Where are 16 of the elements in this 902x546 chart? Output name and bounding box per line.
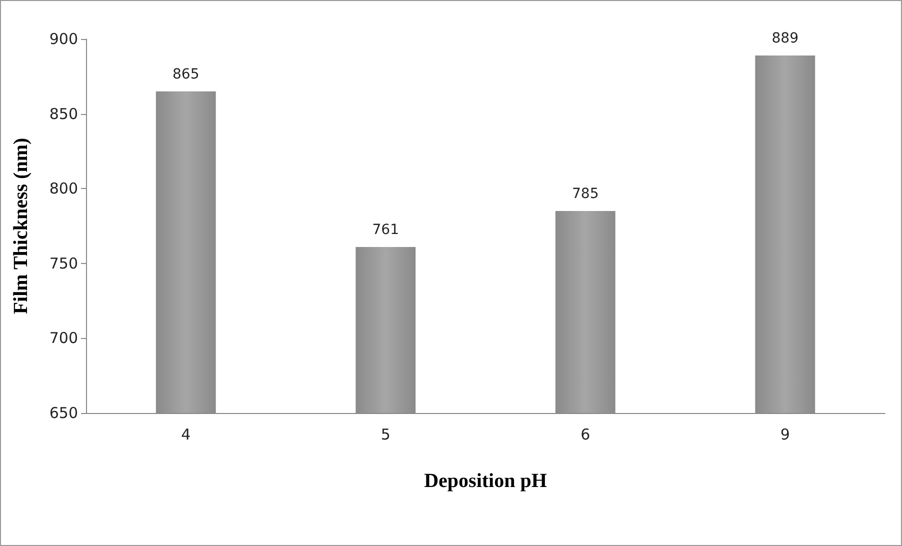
x-tick-label: 5: [380, 426, 390, 444]
x-axis-title: Deposition pH: [424, 470, 548, 492]
data-label: 761: [372, 222, 399, 238]
y-tick-label: 900: [49, 30, 78, 48]
data-label: 785: [572, 186, 599, 202]
y-tick-label: 850: [49, 104, 78, 123]
y-tick-label: 650: [49, 404, 78, 422]
data-label: 889: [772, 30, 798, 46]
x-tick-label: 6: [580, 426, 590, 444]
x-tick-label: 9: [780, 426, 790, 444]
y-tick-label: 800: [49, 180, 78, 198]
y-axis-title: Film Thickness (nm): [10, 138, 32, 314]
y-tick-label: 750: [49, 254, 78, 272]
data-label: 865: [172, 66, 200, 82]
x-tick-label: 4: [181, 426, 191, 444]
y-tick-label: 700: [49, 329, 78, 348]
